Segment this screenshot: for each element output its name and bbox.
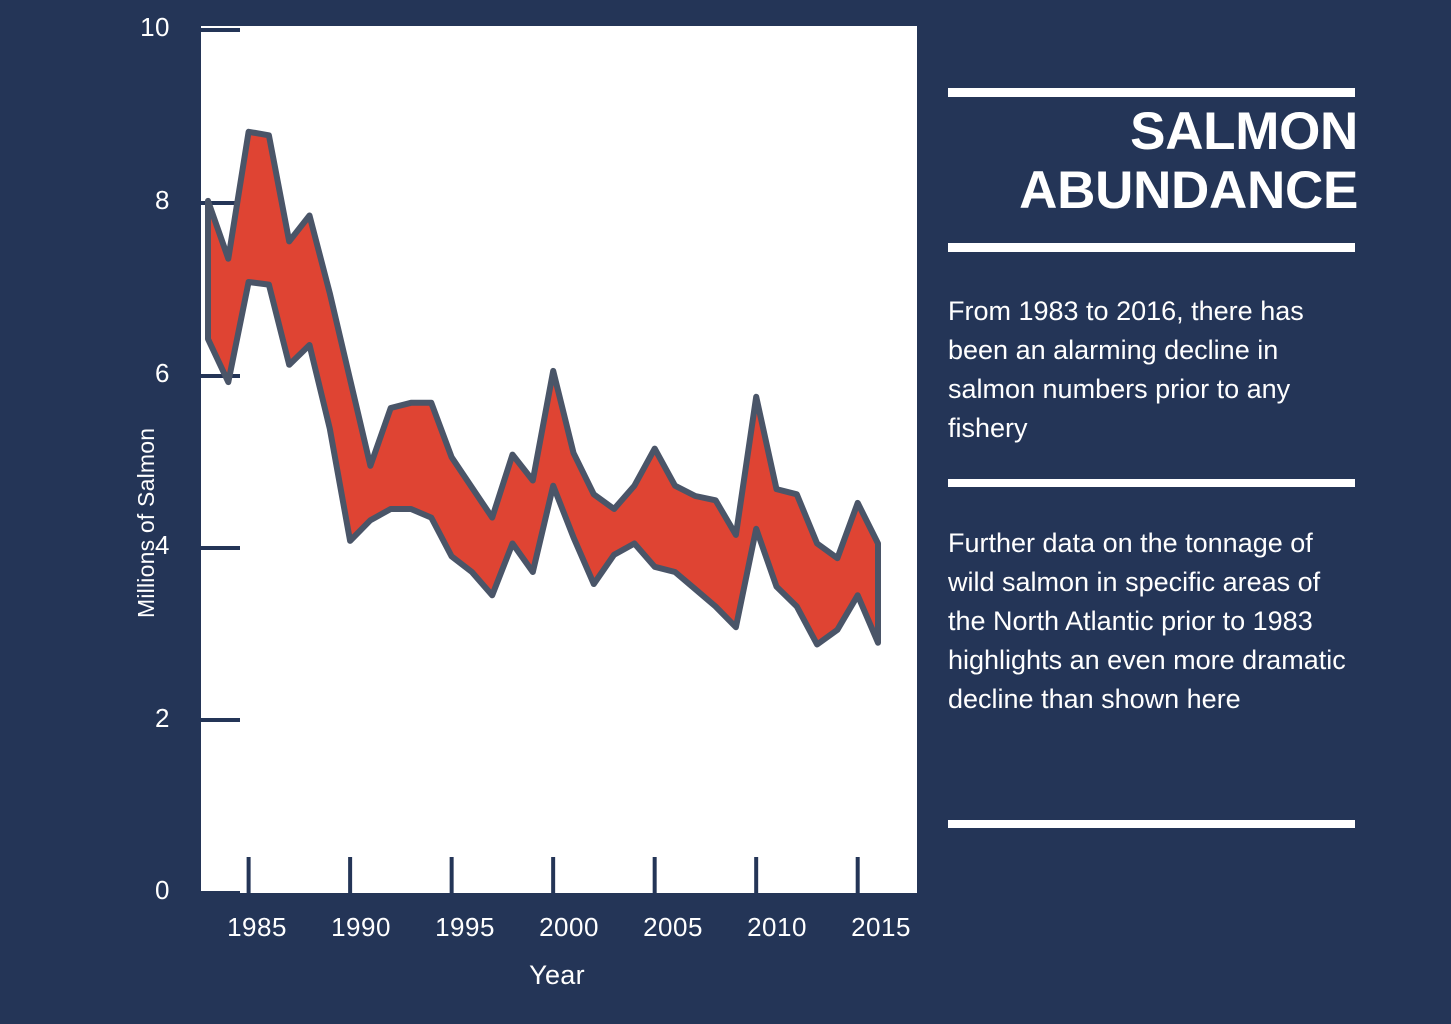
axis-ticks [201,28,240,895]
y-axis-title: Millions of Salmon [133,427,159,618]
y-tick-label-6: 6 [155,358,170,388]
divider-middle [948,479,1355,487]
x-tick-label-1985: 1985 [227,912,287,942]
divider-under-title [948,243,1355,252]
x-tick-label-2015: 2015 [851,912,911,942]
chart-panel: 10 8 6 4 2 0 1985 1990 1995 2000 2005 20… [133,12,917,990]
x-tick-label-2010: 2010 [747,912,807,942]
y-tick-label-0: 0 [155,875,170,905]
paragraph-decline: From 1983 to 2016, there has been an ala… [948,296,1304,443]
y-tick-label-2: 2 [155,703,170,733]
x-tick-label-1990: 1990 [331,912,391,942]
x-tick-label-2005: 2005 [643,912,703,942]
title-line-1: SALMON [1130,102,1358,161]
side-panel: SALMON ABUNDANCE From 1983 to 2016, ther… [948,0,1358,1024]
salmon-abundance-area-chart [201,28,881,895]
x-axis-tickmarks [246,857,860,893]
divider-bottom [948,820,1355,828]
x-axis-title: Year [529,960,585,990]
page-title: SALMON ABUNDANCE [948,102,1358,221]
x-tick-label-1995: 1995 [435,912,495,942]
title-line-2: ABUNDANCE [1019,161,1358,221]
y-tick-label-4: 4 [155,530,170,560]
divider-top [948,88,1355,97]
y-tick-label-8: 8 [155,185,170,215]
y-tick-label-10: 10 [140,12,170,42]
paragraph-further-data: Further data on the tonnage of wild salm… [948,528,1346,714]
abundance-band [205,128,881,648]
x-tick-label-2000: 2000 [539,912,599,942]
